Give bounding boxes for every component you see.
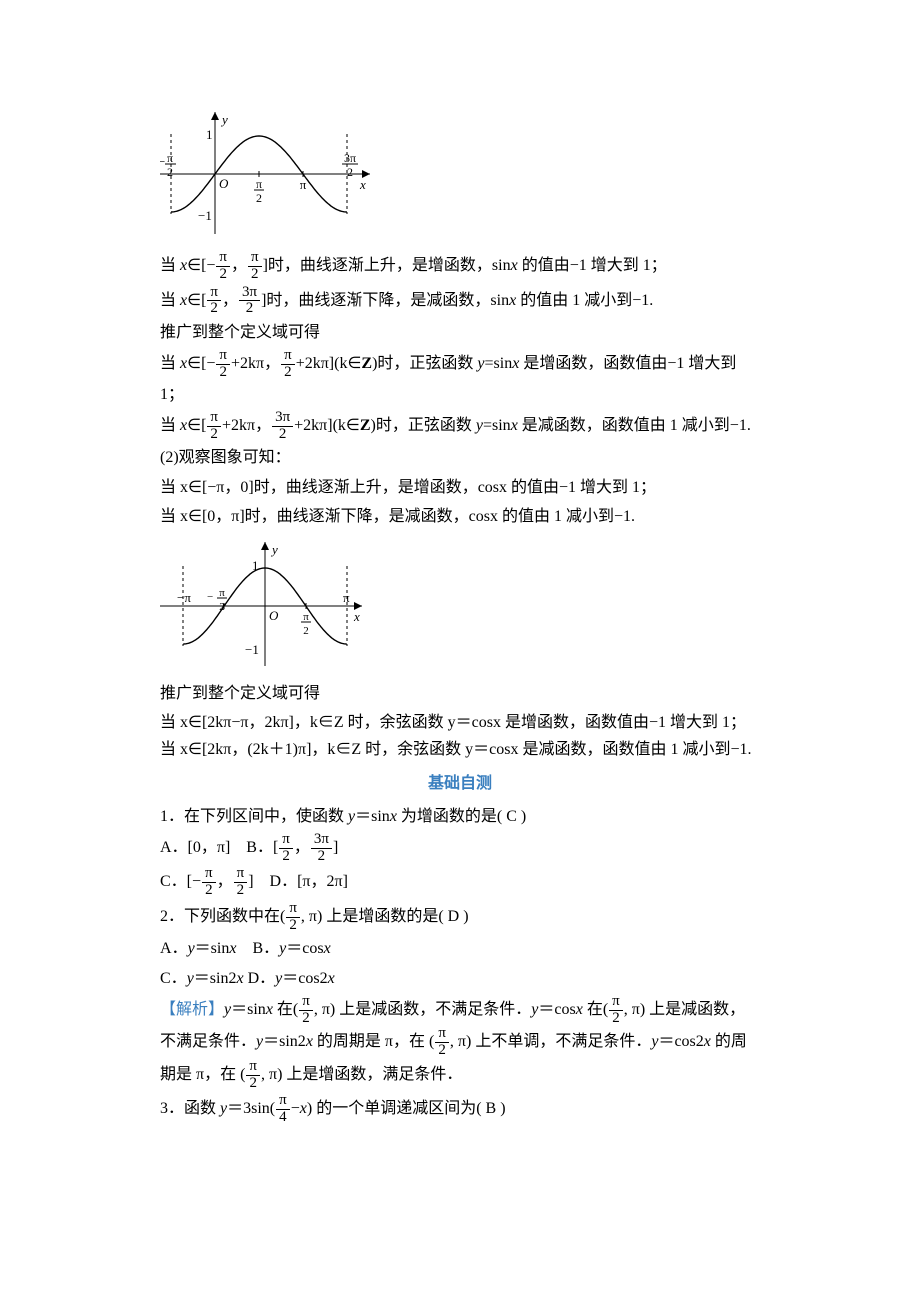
text-line: 当 x∈[−π2+2kπ，π2+2kπ](k∈Z)时，正弦函数 y=sinx 是… (160, 348, 760, 408)
cosine-graph: y x O 1 −1 −π π − π 2 π 2 (160, 534, 760, 674)
q2-stem: 2．下列函数中在(π2, π) 上是增函数的是( D ) (160, 901, 760, 934)
text-line: 当 x∈[π2，3π2]时，曲线逐渐下降，是减函数，sinx 的值由 1 减小到… (160, 285, 760, 318)
q3-stem: 3．函数 y＝3sin(π4−x) 的一个单调递减区间为( B ) (160, 1093, 760, 1126)
svg-text:2: 2 (347, 165, 353, 179)
svg-text:2: 2 (167, 165, 173, 179)
svg-text:1: 1 (206, 127, 213, 142)
svg-text:π: π (256, 177, 262, 191)
cosine-svg: y x O 1 −1 −π π − π 2 π 2 (160, 534, 370, 674)
text-line: 当 x∈[0，π]时，曲线逐渐下降，是减函数，cosx 的值由 1 减小到−1. (160, 503, 760, 530)
svg-text:2: 2 (303, 625, 309, 637)
text-line: 当 x∈[−π，0]时，曲线逐渐上升，是增函数，cosx 的值由−1 增大到 1… (160, 474, 760, 501)
analysis-label: 【解析】 (160, 1001, 224, 1018)
text-line: 推广到整个定义域可得 (160, 319, 760, 346)
sine-graph: y x O 1 −1 − π 2 π 2 π 3π 2 (160, 104, 760, 244)
svg-text:O: O (269, 608, 279, 623)
svg-text:y: y (270, 542, 278, 557)
q1-options-ab: A．[0，π] B．[π2，3π2] (160, 832, 760, 865)
svg-text:−1: −1 (198, 208, 212, 223)
svg-text:−: − (160, 154, 165, 169)
sine-svg: y x O 1 −1 − π 2 π 2 π 3π 2 (160, 104, 380, 244)
q2-options-cd: C．y＝sin2x D．y＝cos2x (160, 965, 760, 992)
svg-text:x: x (353, 609, 360, 624)
q2-analysis: 【解析】y＝sinx 在(π2, π) 上是减函数，不满足条件．y＝cosx 在… (160, 994, 760, 1092)
svg-text:−: − (207, 591, 213, 603)
svg-text:−π: −π (177, 590, 191, 605)
svg-text:x: x (359, 177, 366, 192)
svg-text:2: 2 (256, 191, 262, 205)
svg-text:π: π (343, 590, 350, 605)
text-line: 当 x∈[−π2，π2]时，曲线逐渐上升，是增函数，sinx 的值由−1 增大到… (160, 250, 760, 283)
svg-text:y: y (220, 112, 228, 127)
q2-options-ab: A．y＝sinx B．y＝cosx (160, 935, 760, 962)
text-line: 当 x∈[π2+2kπ，3π2+2kπ](k∈Z)时，正弦函数 y=sinx 是… (160, 410, 760, 443)
svg-text:3π: 3π (344, 151, 356, 165)
svg-text:π: π (219, 587, 225, 599)
text-line: 推广到整个定义域可得 (160, 680, 760, 707)
text-line: (2)观察图象可知： (160, 444, 760, 471)
svg-text:O: O (219, 176, 229, 191)
svg-text:π: π (300, 177, 307, 192)
text-line: 当 x∈[2kπ−π，2kπ]，k∈Z 时，余弦函数 y＝cosx 是增函数，函… (160, 709, 760, 763)
section-heading: 基础自测 (160, 770, 760, 797)
q1-stem: 1．在下列区间中，使函数 y＝sinx 为增函数的是( C ) (160, 803, 760, 830)
svg-text:−1: −1 (245, 642, 259, 657)
svg-text:π: π (303, 611, 309, 623)
q1-options-cd: C．[−π2，π2] D．[π，2π] (160, 866, 760, 899)
svg-text:1: 1 (252, 558, 259, 573)
svg-text:2: 2 (219, 601, 225, 613)
svg-text:π: π (167, 151, 173, 165)
